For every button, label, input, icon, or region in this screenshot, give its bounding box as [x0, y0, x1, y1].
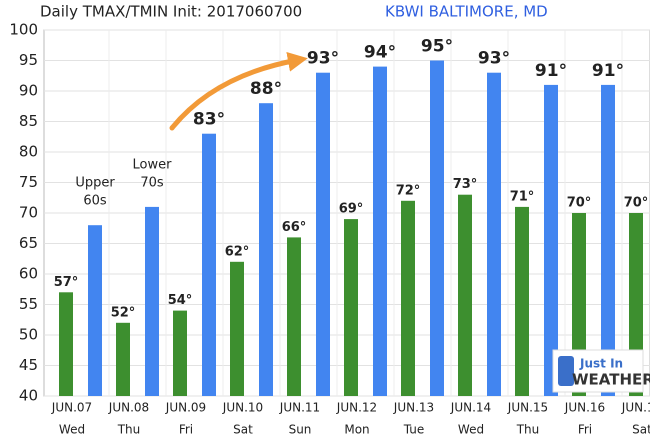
- x-tick-label: JUN.09: [165, 401, 206, 415]
- y-tick-label: 60: [19, 265, 38, 283]
- bar: [59, 292, 73, 396]
- x-tick-label: JUN.16: [564, 401, 605, 415]
- value-label: 72°: [396, 183, 421, 198]
- bar: [458, 194, 472, 396]
- bar: [515, 206, 529, 396]
- value-label: 71°: [510, 189, 535, 204]
- annotation: Lower: [133, 157, 173, 172]
- value-label: 73°: [453, 177, 478, 192]
- value-label: 93°: [478, 49, 510, 69]
- value-label: 70°: [624, 196, 649, 211]
- x-tick-label: JUN.10: [222, 401, 263, 415]
- bar: [373, 66, 387, 396]
- x-weekday-label: Thu: [117, 423, 141, 437]
- x-tick-label: JUN.11: [279, 401, 320, 415]
- logo: Just In WEATHER: [552, 349, 650, 393]
- x-weekday-label: Sat: [632, 423, 650, 437]
- value-label: 95°: [421, 37, 453, 57]
- y-tick-label: 75: [19, 173, 38, 191]
- x-weekday-label: Fri: [179, 423, 193, 437]
- y-tick-label: 70: [19, 204, 38, 222]
- value-label: 91°: [592, 61, 624, 81]
- value-label: 70°: [567, 196, 592, 211]
- y-tick-label: 40: [19, 387, 38, 405]
- bar: [145, 206, 159, 396]
- value-label: 94°: [364, 43, 396, 63]
- bar: [544, 84, 558, 397]
- bar: [259, 103, 273, 396]
- bar: [344, 219, 358, 396]
- value-label: 52°: [111, 305, 136, 320]
- y-tick-label: 45: [19, 356, 38, 374]
- x-tick-label: JUN.17: [621, 401, 650, 415]
- x-tick-label: JUN.07: [51, 401, 92, 415]
- x-tick-label: JUN.12: [336, 401, 377, 415]
- y-tick-label: 100: [9, 21, 38, 39]
- annotation: Upper: [75, 176, 115, 191]
- annotation: 70s: [140, 175, 164, 190]
- bar: [88, 225, 102, 396]
- x-tick-label: JUN.13: [393, 401, 434, 415]
- bar: [287, 237, 301, 396]
- x-weekday-label: Tue: [403, 423, 425, 437]
- logo-text: WEATHER: [572, 371, 650, 389]
- y-tick-label: 80: [19, 143, 38, 161]
- x-weekday-label: Mon: [344, 423, 369, 437]
- x-tick-label: JUN.08: [108, 401, 149, 415]
- bar: [316, 72, 330, 396]
- value-label: 69°: [339, 202, 364, 217]
- y-tick-label: 90: [19, 82, 38, 100]
- bar: [173, 310, 187, 396]
- y-tick-label: 55: [19, 295, 38, 313]
- value-label: 83°: [193, 110, 225, 130]
- bar: [430, 60, 444, 396]
- x-weekday-label: Fri: [578, 423, 592, 437]
- chart-title: Daily TMAX/TMIN Init: 2017060700: [40, 3, 302, 21]
- y-tick-label: 85: [19, 112, 38, 130]
- bar: [401, 200, 415, 396]
- value-label: 93°: [307, 49, 339, 69]
- x-weekday-label: Sat: [233, 423, 253, 437]
- logo-icon: [558, 356, 574, 386]
- value-label: 62°: [225, 244, 250, 259]
- x-tick-label: JUN.14: [450, 401, 491, 415]
- y-tick-label: 65: [19, 234, 38, 252]
- value-label: 66°: [282, 220, 307, 235]
- x-weekday-label: Wed: [59, 423, 85, 437]
- bar: [487, 72, 501, 396]
- x-tick-label: JUN.15: [507, 401, 548, 415]
- bar: [230, 261, 244, 396]
- x-weekday-label: Thu: [516, 423, 540, 437]
- value-label: 54°: [168, 293, 193, 308]
- x-weekday-label: Sun: [289, 423, 312, 437]
- logo-text: Just In: [579, 357, 623, 371]
- value-label: 88°: [250, 79, 282, 99]
- value-label: 91°: [535, 61, 567, 81]
- bar: [601, 84, 615, 397]
- trend-arrow: [169, 51, 308, 131]
- bar: [116, 322, 130, 396]
- y-tick-label: 95: [19, 51, 38, 69]
- bar: [202, 133, 216, 396]
- x-weekday-label: Wed: [458, 423, 484, 437]
- value-label: 57°: [54, 275, 79, 290]
- annotation: 60s: [83, 194, 107, 209]
- chart-subtitle: KBWI BALTIMORE, MD: [385, 3, 548, 21]
- y-tick-label: 50: [19, 326, 38, 344]
